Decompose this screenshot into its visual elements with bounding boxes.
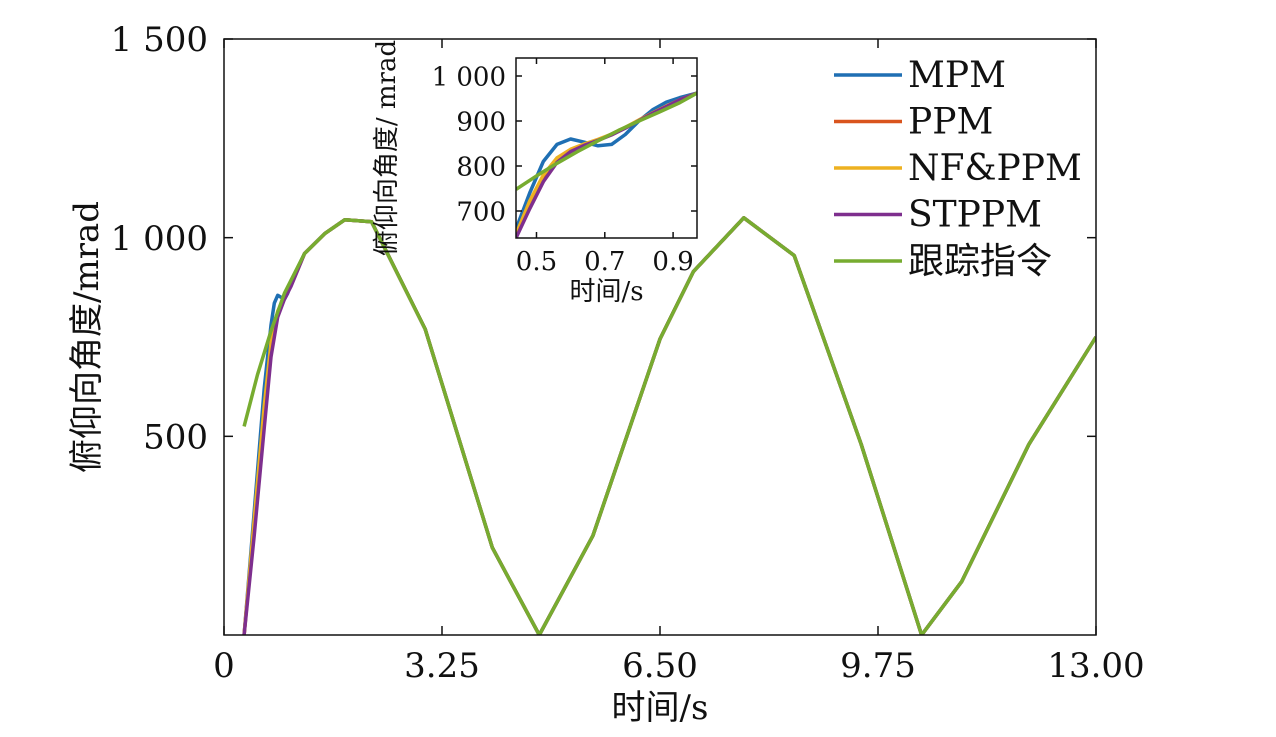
legend-label-0: MPM bbox=[908, 55, 1006, 96]
main-x-tick-label: 13.00 bbox=[1047, 646, 1144, 686]
main-y-tick-label: 500 bbox=[143, 418, 208, 458]
inset-x-tick-label: 0.5 bbox=[516, 247, 557, 277]
inset-series-line-4 bbox=[516, 91, 697, 191]
legend-label-1: PPM bbox=[908, 102, 993, 143]
main-series-line-4 bbox=[242, 216, 1096, 635]
inset-x-tick-label: 0.9 bbox=[652, 247, 693, 277]
inset-y-tick-label: 700 bbox=[456, 197, 506, 227]
main-x-axis-title: 时间/s bbox=[612, 688, 709, 728]
legend: MPM PPM NF&PPM STPPM 跟踪指令 bbox=[834, 55, 1082, 282]
main-x-tick-label: 3.25 bbox=[404, 646, 480, 686]
main-y-tick-label: 1 000 bbox=[111, 219, 208, 259]
legend-label-2: NF&PPM bbox=[908, 148, 1082, 189]
main-x-tick-label: 9.75 bbox=[840, 646, 916, 686]
inset-chart-group: 0.5 0.7 0.9 700 800 900 1 000 时间/s 俯仰向角度/ mrad bbox=[372, 40, 698, 307]
legend-label-4: 跟踪指令 bbox=[908, 241, 1052, 282]
main-x-tick-label: 6.50 bbox=[622, 646, 698, 686]
inset-y-axis-title: 俯仰向角度/ mrad bbox=[372, 40, 402, 256]
inset-y-tick-label: 800 bbox=[456, 152, 506, 182]
inset-x-tick-label: 0.7 bbox=[584, 247, 625, 277]
inset-plot-frame bbox=[515, 57, 698, 239]
inset-y-tick-label: 900 bbox=[456, 107, 506, 137]
inset-series-line-0 bbox=[516, 91, 697, 230]
main-y-axis-title: 俯仰向角度/mrad bbox=[67, 201, 107, 473]
main-chart-group: 0 3.25 6.50 9.75 13.00 500 1 000 1 500 时间/s 俯仰向角度… bbox=[67, 20, 1145, 728]
main-x-tick-label: 0 bbox=[213, 646, 235, 686]
legend-label-3: STPPM bbox=[908, 195, 1042, 236]
main-y-tick-label: 1 500 bbox=[111, 20, 208, 60]
inset-y-tick-label: 1 000 bbox=[432, 62, 506, 92]
inset-x-axis-title: 时间/s bbox=[569, 277, 643, 307]
